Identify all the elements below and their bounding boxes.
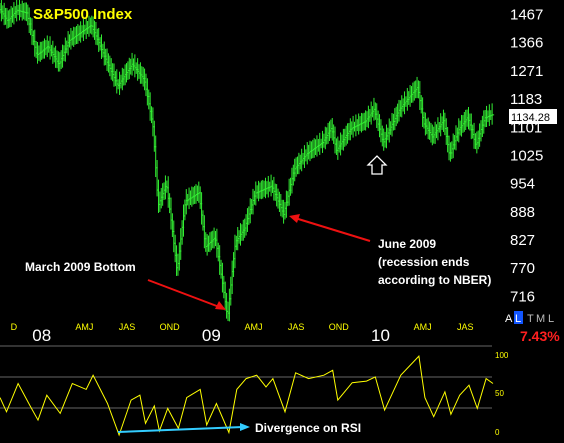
march-arrow-line <box>147 279 223 309</box>
last-price-badge <box>509 109 557 124</box>
indicator-flags: A L T M L 7.43% <box>505 311 560 344</box>
flag-letter-t: T <box>527 313 534 325</box>
rsi-plot-area <box>0 355 494 437</box>
y-tick-label: 770 <box>510 260 535 277</box>
x-month-label: AMJ <box>244 322 262 332</box>
divergence-arrowhead-icon <box>240 423 250 431</box>
last-price-label: 1134.28 <box>511 112 550 124</box>
percent-change: 7.43% <box>520 328 560 344</box>
x-month-label: OND <box>329 322 350 332</box>
chart-title: S&P500 Index <box>33 6 133 23</box>
march-2009-label: March 2009 Bottom <box>25 260 136 274</box>
rsi-line <box>0 355 494 437</box>
x-year-label: 09 <box>202 326 221 345</box>
marker-arrow-icon <box>366 155 388 175</box>
y-tick-label: 1366 <box>510 35 543 52</box>
divergence-label: Divergence on RSI <box>255 421 361 435</box>
flag-letter-a: A <box>505 313 513 325</box>
x-month-label: JAS <box>288 322 305 332</box>
price-plot-area <box>0 0 495 322</box>
y-tick-label: 716 <box>510 288 535 305</box>
june-arrowhead-icon <box>289 214 300 223</box>
x-month-label: AMJ <box>75 322 93 332</box>
x-month-label: OND <box>160 322 181 332</box>
flag-letter-l2: L <box>548 313 554 325</box>
y-tick-label: 888 <box>510 204 535 221</box>
x-month-label: JAS <box>457 322 474 332</box>
divergence-line <box>117 426 244 433</box>
june-2009-label-line3: according to NBER) <box>378 273 491 287</box>
y-tick-label: 1467 <box>510 7 543 24</box>
june-arrow-line <box>294 217 371 242</box>
x-month-label: AMJ <box>414 322 432 332</box>
y-tick-label: 954 <box>510 176 535 193</box>
annotation-june-2009: June 2009 (recession ends according to N… <box>289 214 491 287</box>
rsi-panel: 100 50 0 Divergence on RSI <box>0 345 509 437</box>
flag-letter-l: L <box>515 313 521 325</box>
rsi-tick-0: 0 <box>495 428 500 437</box>
price-bar <box>491 103 495 125</box>
march-arrowhead-icon <box>215 301 226 310</box>
flag-letter-m: M <box>536 313 545 325</box>
june-2009-label-line2: (recession ends <box>378 255 470 269</box>
rsi-tick-50: 50 <box>495 389 504 398</box>
x-month-label: JAS <box>119 322 136 332</box>
june-2009-label-line1: June 2009 <box>378 237 436 251</box>
x-year-label: 10 <box>371 326 390 345</box>
y-tick-label: 1025 <box>510 148 543 165</box>
y-tick-label: 1183 <box>510 91 542 108</box>
x-year-label: 08 <box>32 326 51 345</box>
flag-highlight <box>514 311 523 324</box>
annotation-march-2009: March 2009 Bottom <box>25 260 226 310</box>
rsi-tick-100: 100 <box>495 351 509 360</box>
x-month-label: D <box>11 322 18 332</box>
y-tick-label: 1271 <box>510 63 543 80</box>
y-tick-label: 827 <box>510 232 535 249</box>
date-axis: D AMJ JAS OND AMJ JAS OND AMJ JAS 08 09 10 <box>11 322 474 345</box>
